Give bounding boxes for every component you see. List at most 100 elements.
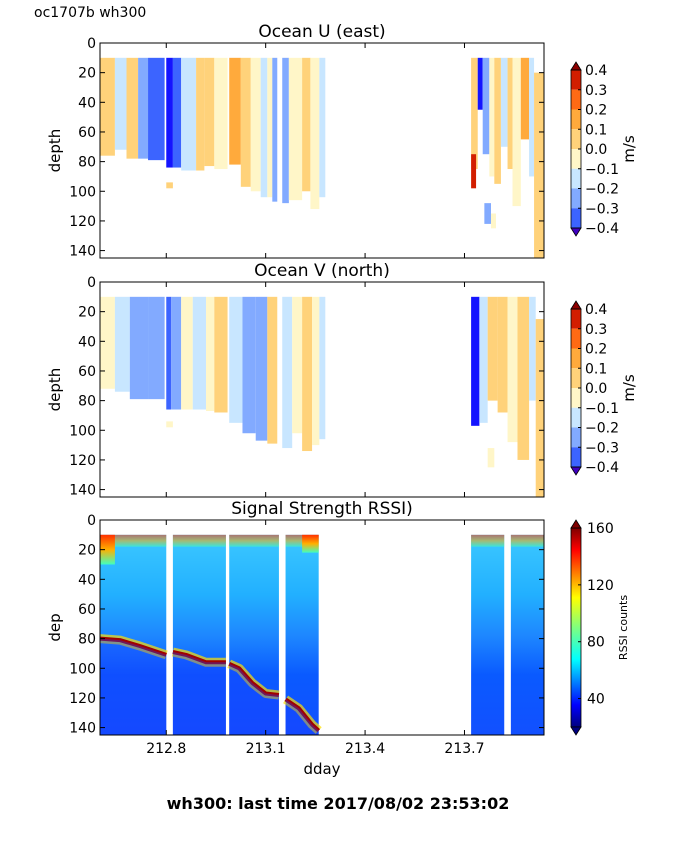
colorbar-tick-label: −0.3 xyxy=(585,201,619,217)
colorbar-tick-label: −0.4 xyxy=(585,221,619,237)
y-tick-label: 20 xyxy=(78,543,96,559)
velocity-cell xyxy=(171,296,182,410)
rssi-surface-band xyxy=(172,534,226,547)
velocity-cell xyxy=(192,296,207,410)
colorbar-tick-label: −0.1 xyxy=(585,401,619,417)
velocity-cell xyxy=(529,296,536,401)
velocity-cell xyxy=(312,296,320,446)
colorbar-gradient xyxy=(570,527,582,728)
velocity-cell xyxy=(214,296,228,413)
rssi-surface-band xyxy=(471,534,505,547)
colorbar-label-ocean-v: m/s xyxy=(620,374,638,402)
colorbar-bin xyxy=(571,89,581,110)
velocity-cell xyxy=(166,296,172,410)
y-tick-label: 60 xyxy=(78,364,96,380)
x-axis-label-rssi: dday xyxy=(303,760,340,778)
velocity-cell xyxy=(166,57,173,168)
colorbar-label-rssi: RSSI counts xyxy=(617,595,630,660)
colorbar-rssi: 160 120 80 40 xyxy=(570,519,614,736)
velocity-cell xyxy=(319,296,326,440)
y-tick-label: 0 xyxy=(87,513,96,529)
y-tick-label: 100 xyxy=(69,661,96,677)
colorbar-tick-label: 0.4 xyxy=(585,63,607,79)
colorbar-extend-low xyxy=(570,466,582,476)
y-tick-label: 0 xyxy=(87,275,96,291)
velocity-cell xyxy=(494,57,501,184)
footer-last-time: wh300: last time 2017/08/02 23:53:02 xyxy=(167,794,510,813)
y-tick-label: 0 xyxy=(87,36,96,52)
colorbar-bin xyxy=(571,407,581,428)
plot-frame xyxy=(99,42,545,259)
velocity-cell xyxy=(535,319,544,497)
y-tick-label: 120 xyxy=(69,453,96,469)
velocity-cell xyxy=(471,296,480,426)
velocity-cell xyxy=(206,296,215,411)
rssi-segment xyxy=(471,534,505,735)
panel-ocean-v: Ocean V (north) depth 0 20 40 60 80 100 120 140… xyxy=(46,261,638,499)
colorbar-tick-label: 0.3 xyxy=(585,322,607,338)
colorbar-bin xyxy=(571,149,581,169)
colorbar-tick-label: 0.2 xyxy=(585,103,607,119)
velocity-cell xyxy=(148,296,165,400)
velocity-cell xyxy=(479,296,488,423)
y-tick-label: 80 xyxy=(78,632,96,648)
colorbar-bin xyxy=(571,168,581,189)
colorbar-bin xyxy=(571,447,581,467)
velocity-cell xyxy=(507,57,513,170)
y-tick-label: 140 xyxy=(69,244,96,260)
figure-top-label: oc1707b wh300 xyxy=(34,5,146,21)
x-tick-label: 213.1 xyxy=(246,741,286,757)
colorbar-bin xyxy=(571,328,581,349)
colorbar-tick-label: 40 xyxy=(587,692,605,708)
panel-ocean-u: Ocean U (east) depth 020406080100120140 … xyxy=(46,22,638,260)
axes-ocean-u: 0 20 40 60 80 100 120 140 xyxy=(69,36,545,260)
colorbar-tick-label: 0.3 xyxy=(585,83,607,99)
x-tick-label: 213.4 xyxy=(345,741,385,757)
velocity-cell xyxy=(114,296,130,392)
velocity-cell xyxy=(129,296,149,400)
rssi-surface-strong xyxy=(100,534,115,565)
velocity-cell xyxy=(255,296,268,441)
x-tick-label: 213.7 xyxy=(444,741,484,757)
heatmap-ocean-v xyxy=(100,296,544,497)
y-tick-label: 20 xyxy=(78,305,96,321)
panel-rssi: Signal Strength RSSI) dep dday 0 20 40 60 80… xyxy=(46,499,630,778)
colorbar-extend-high xyxy=(570,300,582,310)
velocity-cell xyxy=(471,154,477,189)
velocity-cell xyxy=(166,182,173,189)
below-bottom-region xyxy=(229,663,279,735)
velocity-cell xyxy=(489,57,495,177)
panel-title-ocean-v: Ocean V (north) xyxy=(254,261,390,281)
below-bottom-region xyxy=(100,638,167,735)
velocity-cell xyxy=(126,57,139,159)
heatmap-rssi xyxy=(99,534,544,735)
velocity-cell xyxy=(497,296,508,413)
colorbar-bin xyxy=(571,109,581,130)
y-tick-label: 60 xyxy=(78,125,96,141)
rssi-segment xyxy=(100,534,167,735)
velocity-cell xyxy=(512,57,521,207)
velocity-cell xyxy=(229,296,243,423)
velocity-cell xyxy=(302,296,313,452)
colorbar-tick-label: 0.2 xyxy=(585,342,607,358)
velocity-cell xyxy=(507,296,518,443)
velocity-cell xyxy=(100,296,115,389)
velocity-cell xyxy=(114,57,127,150)
velocity-cell xyxy=(282,296,293,449)
colorbar-tick-label: 0.0 xyxy=(585,142,607,158)
bottom-echo-line xyxy=(284,697,321,733)
bottom-echo-line xyxy=(228,661,280,697)
colorbar-bin xyxy=(571,188,581,209)
colorbar-extend-high xyxy=(570,61,582,71)
y-tick-label: 140 xyxy=(69,483,96,499)
colorbar-tick-label: 0.0 xyxy=(585,381,607,397)
colorbar-tick-label: −0.1 xyxy=(585,162,619,178)
velocity-cell xyxy=(319,57,326,198)
colorbar-tick-label: −0.2 xyxy=(585,182,619,198)
y-tick-label: 40 xyxy=(78,572,96,588)
axes-ocean-v: 0 20 40 60 80 100 120 140 xyxy=(69,275,545,499)
velocity-cell xyxy=(471,57,478,170)
colorbar-extend-low xyxy=(570,227,582,237)
colorbar-bin xyxy=(571,368,581,388)
